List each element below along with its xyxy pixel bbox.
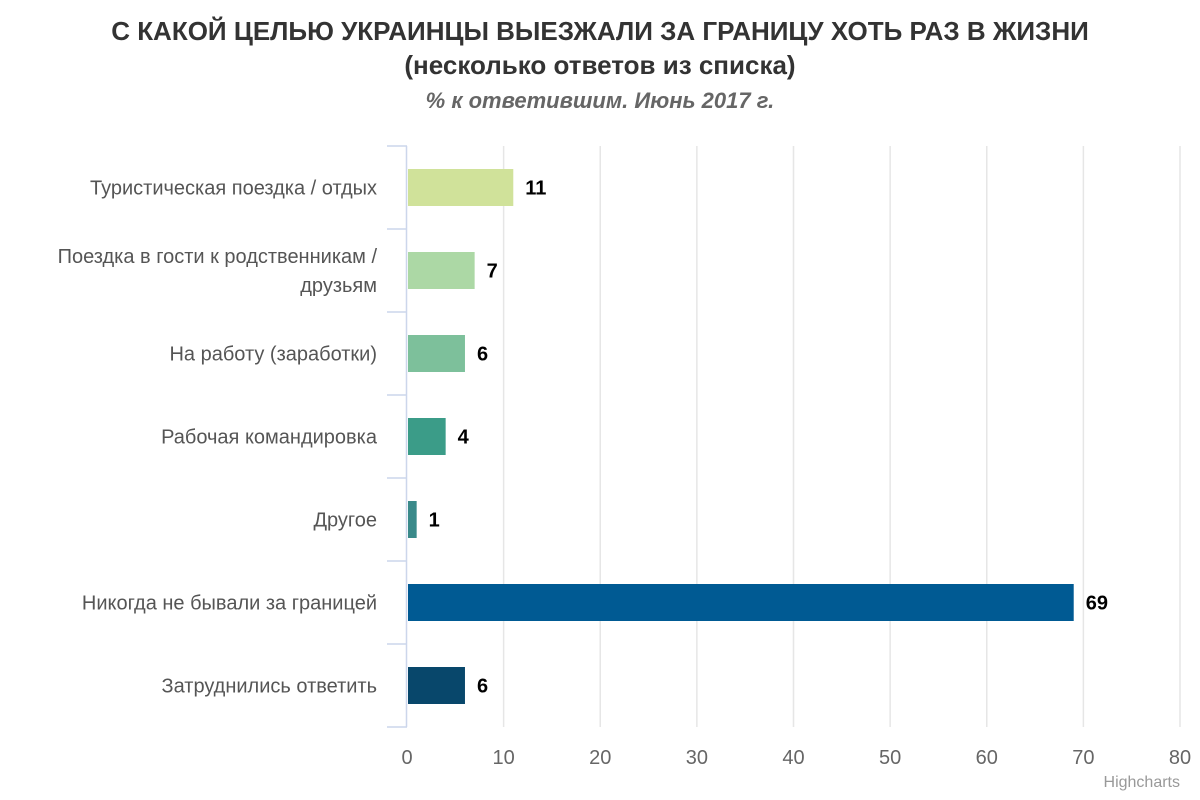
bar-1[interactable] <box>408 252 475 289</box>
data-label-1: 7 <box>487 261 498 283</box>
category-label-5: Никогда не бывали за границей <box>82 593 377 615</box>
data-label-0: 11 <box>525 178 546 200</box>
chart-title-line2: (несколько ответов из списка) <box>404 50 796 80</box>
bar-3[interactable] <box>408 418 446 455</box>
chart-title: С КАКОЙ ЦЕЛЬЮ УКРАИНЦЫ ВЫЕЗЖАЛИ ЗА ГРАНИ… <box>0 14 1200 82</box>
category-label-2: На работу (заработки) <box>169 344 377 366</box>
category-label-0: Туристическая поездка / отдых <box>90 178 377 200</box>
chart-subtitle: % к ответившим. Июнь 2017 г. <box>425 88 775 113</box>
x-tick-label-0: 0 <box>401 747 412 769</box>
chart-title-line1: С КАКОЙ ЦЕЛЬЮ УКРАИНЦЫ ВЫЕЗЖАЛИ ЗА ГРАНИ… <box>111 16 1089 46</box>
x-tick-label-20: 20 <box>589 747 611 769</box>
x-tick-label-50: 50 <box>879 747 901 769</box>
category-label-1-1: друзьям <box>300 275 377 297</box>
data-label-5: 69 <box>1086 593 1108 615</box>
x-tick-label-60: 60 <box>976 747 998 769</box>
category-label-6: Затруднились ответить <box>162 676 377 698</box>
credits-link[interactable]: Highcharts <box>1103 774 1180 791</box>
x-tick-label-40: 40 <box>782 747 804 769</box>
bar-0[interactable] <box>408 169 514 206</box>
category-label-1-0: Поездка в гости к родственникам / <box>58 246 378 268</box>
data-label-3: 4 <box>458 427 470 449</box>
x-tick-label-30: 30 <box>686 747 708 769</box>
category-label-4: Другое <box>313 510 377 532</box>
data-label-2: 6 <box>477 344 488 366</box>
bar-4[interactable] <box>408 501 417 538</box>
bar-2[interactable] <box>408 335 465 372</box>
x-tick-label-80: 80 <box>1169 747 1191 769</box>
data-label-6: 6 <box>477 676 488 698</box>
x-tick-label-70: 70 <box>1072 747 1094 769</box>
category-label-3: Рабочая командировка <box>161 427 378 449</box>
x-tick-label-10: 10 <box>493 747 515 769</box>
data-label-4: 1 <box>429 510 440 532</box>
bar-6[interactable] <box>408 667 465 704</box>
bar-5[interactable] <box>408 584 1074 621</box>
